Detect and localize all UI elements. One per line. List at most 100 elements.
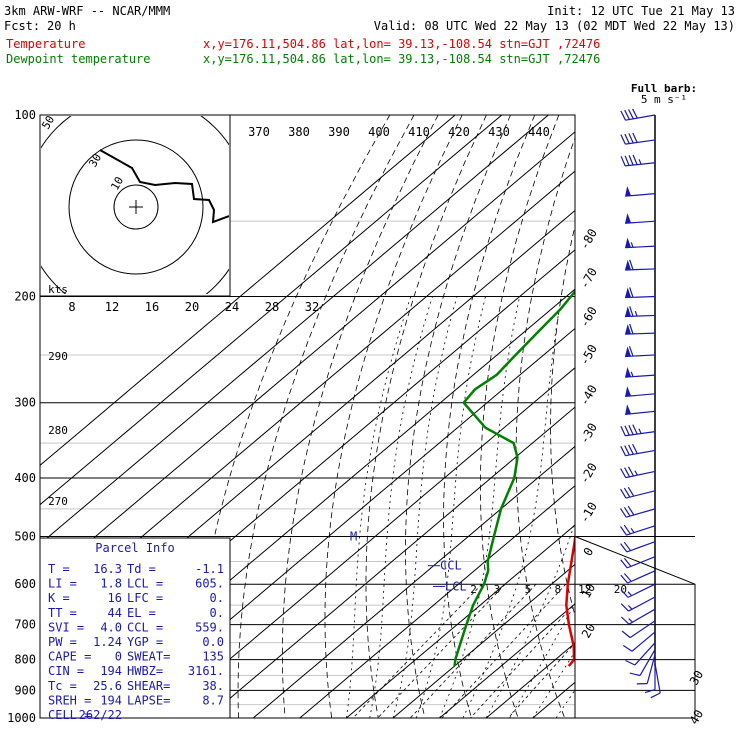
dry-adiabat: [443, 115, 536, 718]
theta-label: 400: [368, 125, 390, 139]
parcel-row-8-col-3: 38.: [202, 679, 224, 693]
lcl-marker: LCL: [445, 579, 467, 593]
wind-barb-full: [620, 574, 629, 584]
theta-label: 380: [288, 125, 310, 139]
parcel-row-3-col-1: 44: [108, 606, 122, 620]
wind-barb: [624, 287, 656, 299]
wind-barb-full: [624, 445, 630, 456]
plot-frame: [39, 114, 576, 719]
pressure-tick-label: 500: [14, 530, 36, 544]
parcel-row-10-col-1: 262/22: [79, 708, 122, 722]
wind-barb-full: [627, 505, 635, 516]
isotherm-label: 20: [579, 621, 598, 641]
wind-barb-shaft: [625, 431, 656, 437]
wind-barb-shaft: [625, 470, 656, 479]
theta-label: 420: [448, 125, 470, 139]
wind-barb-full: [628, 424, 634, 435]
isotherm-label: -60: [577, 304, 600, 330]
parcel-row-3-col-2: EL =: [127, 606, 156, 620]
wind-barb-full: [620, 559, 628, 569]
dry-adiabat: [405, 115, 511, 718]
isotherm-label: 0: [581, 545, 597, 558]
parcel-row-1-col-2: LCL =: [127, 577, 163, 591]
parcel-row-7-col-3: 3161.: [188, 664, 224, 678]
parcel-row-1-col-1: 1.8: [100, 577, 122, 591]
wind-barb-half: [627, 591, 633, 597]
hodograph-units: kts: [48, 283, 68, 296]
hodograph-ring-label-10: 10: [108, 175, 126, 193]
model-title: 3km ARW-WRF -- NCAR/MMM: [4, 4, 170, 18]
pressure-tick-label: 600: [14, 577, 36, 591]
wind-barb: [620, 556, 656, 569]
wind-barb: [620, 424, 656, 437]
parcel-row-3-col-0: TT =: [48, 606, 77, 620]
wind-barb-shaft: [625, 449, 656, 457]
parcel-row-4-col-0: SVI =: [48, 620, 84, 634]
parcel-row-0-col-3: -1.1: [195, 562, 224, 576]
dry-adiabat: [324, 115, 463, 718]
moist-adiabat: [439, 296, 521, 718]
wind-barb: [620, 108, 656, 121]
wind-barb-flag: [625, 287, 631, 298]
wind-barb-flag: [625, 386, 632, 397]
isotherm-label: -40: [577, 383, 600, 409]
wind-barb-shaft: [626, 525, 656, 536]
sounding-series: [453, 289, 575, 667]
wind-barb-half: [634, 470, 638, 476]
isotherm: [392, 563, 575, 718]
moist-adiabat: [415, 296, 486, 718]
wind-barb-full: [650, 692, 661, 699]
wind-barb: [620, 443, 656, 457]
wind-barb: [620, 154, 656, 167]
pressure-tick-label: 300: [14, 396, 36, 410]
moist-adiabat: [532, 650, 575, 718]
isotherm: [626, 115, 740, 718]
wind-barb-shaft: [625, 490, 656, 499]
wind-barb: [624, 323, 656, 335]
hodograph-ring-10: [113, 184, 159, 230]
level-marker: M: [350, 529, 357, 543]
wind-barb-full: [620, 426, 626, 437]
wind-barb-full: [627, 466, 635, 477]
wind-barb: [625, 213, 656, 224]
parcel-row-6-col-3: 135: [202, 650, 224, 664]
parcel-row-2-col-3: 0.: [210, 591, 224, 605]
wind-barb: [621, 620, 656, 639]
parcel-info-title: Parcel Info: [95, 541, 174, 555]
wind-barb-flag: [625, 306, 631, 317]
init-time: Init: 12 UTC Tue 21 May 13: [547, 4, 735, 18]
wind-barb-full: [644, 689, 656, 694]
dry-adiabat: [237, 115, 415, 718]
theta-left-label: 290: [48, 350, 68, 363]
wind-barb-full: [632, 132, 638, 143]
wind-barbs: [619, 108, 661, 699]
wind-barb-full: [623, 506, 631, 517]
wind-barb-full: [632, 424, 638, 435]
hodograph-trace: [99, 149, 229, 224]
parcel-row-1-col-3: 605.: [195, 577, 224, 591]
pressure-tick-label: 700: [14, 618, 36, 632]
wind-barb: [629, 649, 656, 677]
wind-barb-half: [638, 159, 642, 165]
moist-adiabat: [369, 296, 433, 718]
dry-adiabat: [281, 115, 439, 718]
isotherm: [485, 642, 575, 718]
valid-time: Valid: 08 UTC Wed 22 May 13 (02 MDT Wed …: [374, 19, 735, 33]
wind-barb: [620, 466, 656, 479]
parcel-row-9-col-1: 194: [100, 693, 122, 707]
wind-barb-full: [620, 589, 629, 598]
wind-barb-half: [634, 310, 638, 317]
wind-barb-full: [622, 645, 633, 652]
temperature-legend: Temperature: [6, 37, 85, 51]
moist-adiabat: [392, 296, 458, 718]
wind-barb-full: [624, 133, 630, 144]
parcel-info-frame: [39, 537, 231, 719]
temperature-location: x,y=176.11,504.86 lat,lon= 39.13,-108.54…: [203, 37, 600, 51]
wind-barb-shaft: [628, 596, 656, 612]
parcel-row-7-col-0: CIN =: [48, 664, 84, 678]
mixing-ratio-label: 3: [494, 583, 501, 596]
isotherm-label: -20: [577, 461, 600, 487]
isotherm: [299, 485, 575, 718]
theta-label: 440: [528, 125, 550, 139]
wind-barb-full: [629, 306, 634, 317]
